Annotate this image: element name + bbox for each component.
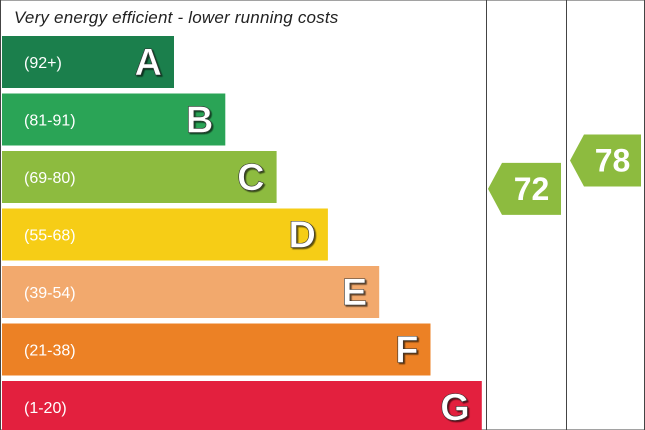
band-f xyxy=(2,323,431,376)
band-a-range: (92+) xyxy=(24,55,62,72)
band-a-letter: A xyxy=(135,42,162,84)
current-rating-value: 72 xyxy=(514,171,550,207)
band-c-letter: C xyxy=(237,157,264,199)
potential-rating-value: 78 xyxy=(595,142,631,178)
band-f-letter: F xyxy=(395,330,418,372)
current-rating-arrow xyxy=(488,162,561,215)
band-c xyxy=(2,151,277,203)
band-c-range: (69-80) xyxy=(24,170,76,187)
band-b-letter: B xyxy=(186,100,213,142)
band-e-letter: E xyxy=(342,272,367,314)
band-e xyxy=(2,266,380,318)
band-b xyxy=(2,93,226,146)
band-g-letter: G xyxy=(440,387,470,429)
band-g-range: (1-20) xyxy=(24,400,67,417)
potential-rating-arrow xyxy=(570,134,641,187)
band-d xyxy=(2,208,328,261)
band-e-range: (39-54) xyxy=(24,285,76,302)
band-b-range: (81-91) xyxy=(24,113,76,130)
band-d-letter: D xyxy=(288,215,315,257)
band-f-range: (21-38) xyxy=(24,343,76,360)
header-text: Very energy efficient - lower running co… xyxy=(14,8,339,27)
band-d-range: (55-68) xyxy=(24,228,76,245)
band-a xyxy=(2,36,174,88)
band-g xyxy=(2,381,482,430)
